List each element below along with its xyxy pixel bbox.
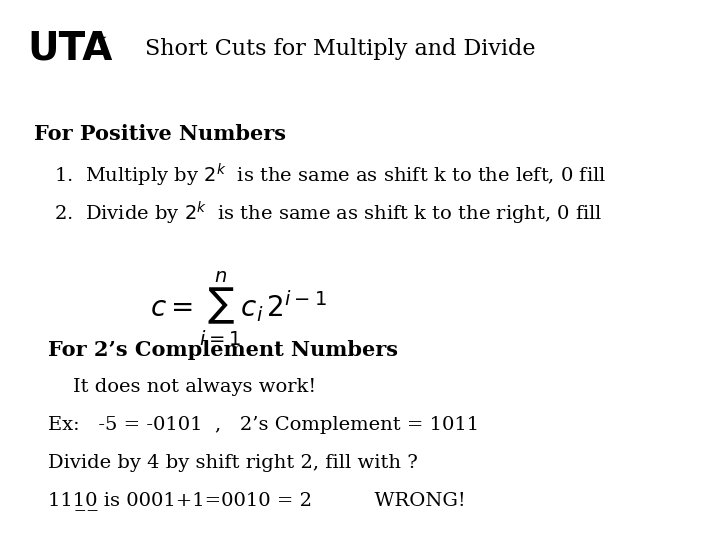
Text: $c = \sum_{i=1}^{n} c_i\, 2^{i-1}$: $c = \sum_{i=1}^{n} c_i\, 2^{i-1}$ bbox=[150, 270, 327, 348]
Text: 111̲0̲ is 0001+1=0010 = 2          WRONG!: 111̲0̲ is 0001+1=0010 = 2 WRONG! bbox=[48, 491, 465, 510]
Text: Short Cuts for Multiply and Divide: Short Cuts for Multiply and Divide bbox=[145, 38, 536, 60]
Text: For 2’s Complement Numbers: For 2’s Complement Numbers bbox=[48, 340, 397, 360]
Text: Ex:   -5 = -0101  ,   2’s Complement = 1011: Ex: -5 = -0101 , 2’s Complement = 1011 bbox=[48, 416, 479, 434]
Text: UTA: UTA bbox=[27, 30, 112, 68]
Text: 1.  Multiply by $2^k$  is the same as shift k to the left, 0 fill: 1. Multiply by $2^k$ is the same as shif… bbox=[55, 162, 607, 189]
Text: ★: ★ bbox=[94, 32, 107, 46]
Text: 2.  Divide by $2^k$  is the same as shift k to the right, 0 fill: 2. Divide by $2^k$ is the same as shift … bbox=[55, 200, 603, 227]
Text: Divide by 4 by shift right 2, fill with ?: Divide by 4 by shift right 2, fill with … bbox=[48, 454, 418, 471]
Text: For Positive Numbers: For Positive Numbers bbox=[34, 124, 286, 144]
Text: It does not always work!: It does not always work! bbox=[48, 378, 316, 396]
